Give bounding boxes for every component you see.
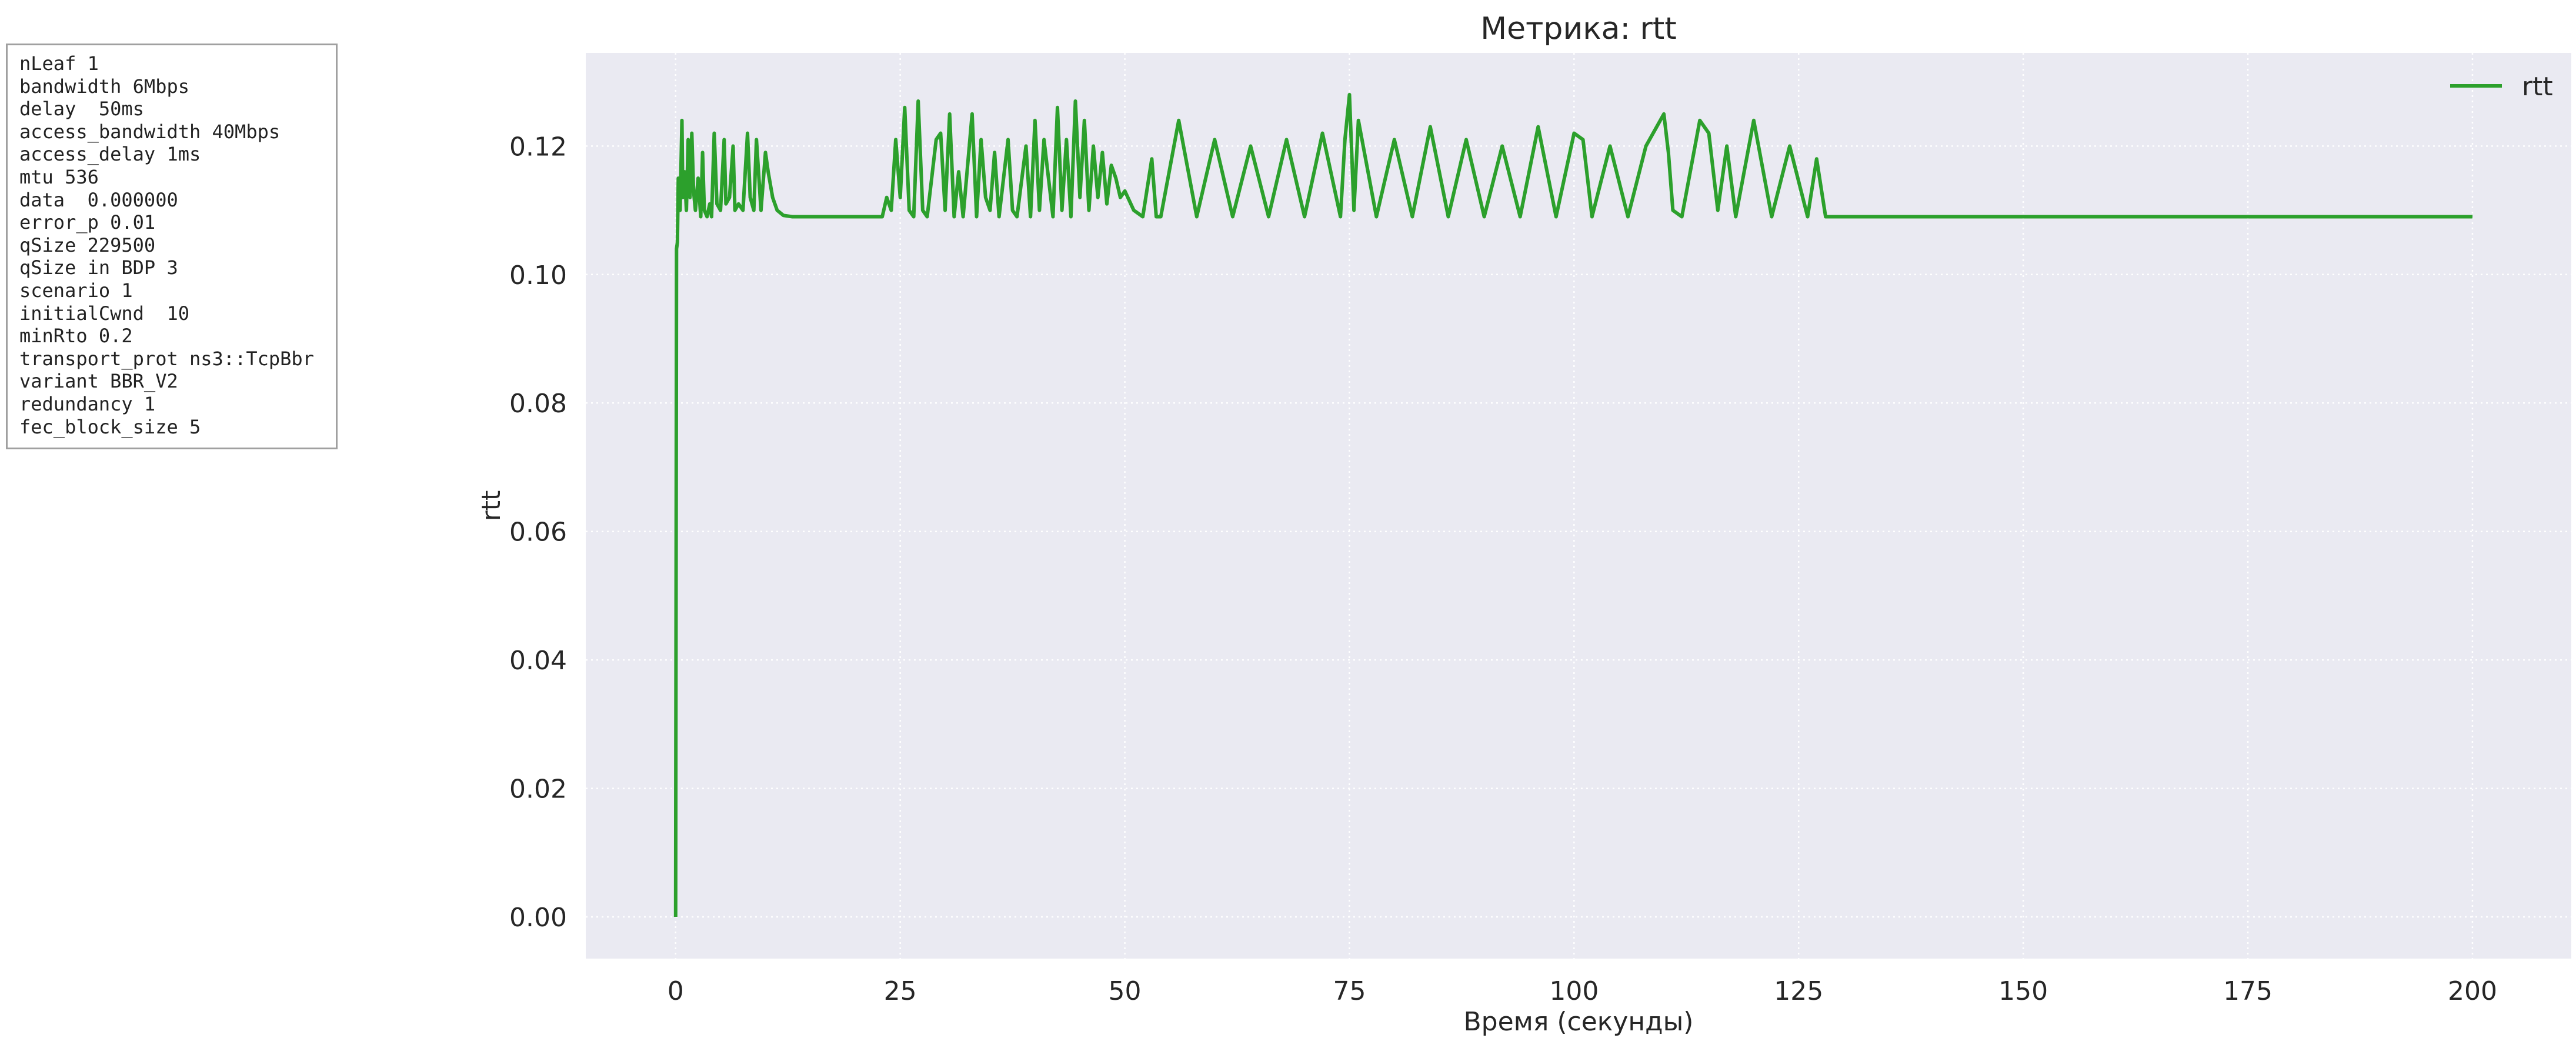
y-tick-label: 0.06 bbox=[509, 518, 567, 548]
param-line: redundancy 1 bbox=[19, 392, 156, 415]
x-tick-label: 125 bbox=[1774, 976, 1823, 1006]
param-line: minRto 0.2 bbox=[19, 325, 133, 348]
param-line: mtu 536 bbox=[19, 165, 99, 188]
y-tick-label: 0.12 bbox=[509, 132, 567, 162]
param-line: data 0.000000 bbox=[19, 188, 178, 211]
x-tick-label: 25 bbox=[884, 976, 917, 1006]
param-line: nLeaf 1 bbox=[19, 52, 99, 75]
x-tick-label: 200 bbox=[2448, 976, 2497, 1006]
param-line: initialCwnd 10 bbox=[19, 302, 189, 325]
series-line-rtt bbox=[673, 93, 2472, 917]
param-line: variant BBR_V2 bbox=[19, 370, 178, 393]
y-tick-label: 0.10 bbox=[509, 261, 567, 291]
x-tick-label: 75 bbox=[1333, 976, 1366, 1006]
plot-area bbox=[586, 53, 2571, 959]
y-tick-label: 0.08 bbox=[509, 389, 567, 419]
x-tick-label: 100 bbox=[1549, 976, 1599, 1006]
legend: rtt bbox=[2450, 72, 2553, 102]
y-tick-label: 0.04 bbox=[509, 646, 567, 676]
x-tick-label: 175 bbox=[2223, 976, 2273, 1006]
param-line: delay 50ms bbox=[19, 98, 144, 121]
legend-label-rtt: rtt bbox=[2522, 72, 2553, 102]
y-axis-ticks: 0.00 0.02 0.04 0.06 0.08 0.10 0.12 bbox=[509, 132, 567, 933]
param-line: error_p 0.01 bbox=[19, 211, 156, 234]
y-tick-label: 0.00 bbox=[509, 903, 567, 933]
param-line: qSize 229500 bbox=[19, 233, 156, 256]
param-line: bandwidth 6Mbps bbox=[19, 75, 189, 98]
param-line: scenario 1 bbox=[19, 279, 133, 302]
chart-title: Метрика: rtt bbox=[1480, 11, 1676, 46]
param-line: qSize in BDP 3 bbox=[19, 256, 178, 279]
x-axis-label: Время (секунды) bbox=[1464, 1007, 1694, 1037]
param-line: access_delay 1ms bbox=[19, 143, 201, 166]
y-tick-label: 0.02 bbox=[509, 775, 567, 805]
y-axis-label: rtt bbox=[476, 490, 506, 522]
param-line: fec_block_size 5 bbox=[19, 415, 201, 438]
param-line: transport_prot ns3::TcpBbr bbox=[19, 347, 314, 370]
x-tick-label: 50 bbox=[1109, 976, 1142, 1006]
x-axis-ticks: 0 25 50 75 100 125 150 175 200 bbox=[668, 976, 2497, 1006]
param-line: access_bandwidth 40Mbps bbox=[19, 120, 281, 143]
series-layer bbox=[673, 93, 2472, 917]
x-tick-label: 150 bbox=[1998, 976, 2048, 1006]
parameters-box: nLeaf 1 bandwidth 6Mbps delay 50ms access_b… bbox=[6, 44, 338, 449]
x-tick-label: 0 bbox=[668, 976, 684, 1006]
